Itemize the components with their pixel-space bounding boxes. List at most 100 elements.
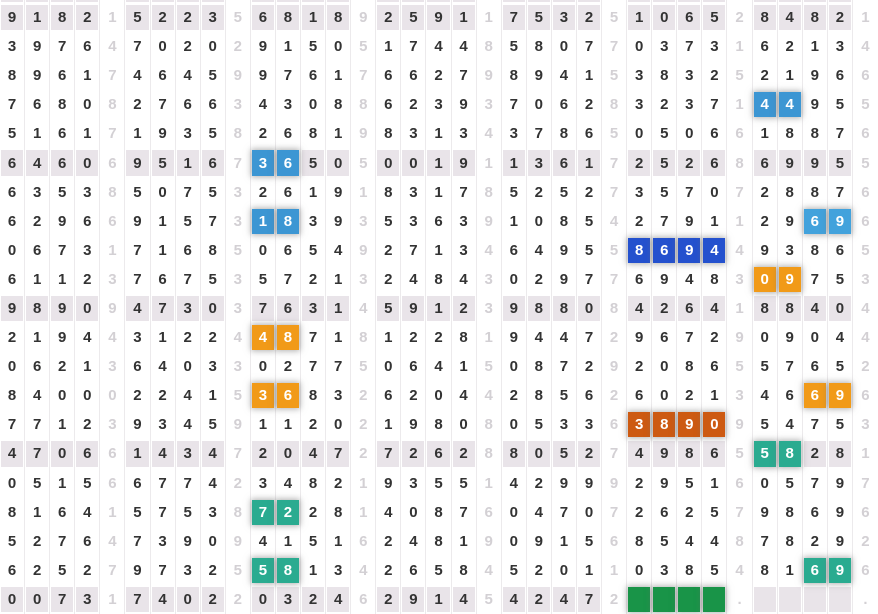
grid-cell: 7 <box>685 38 694 56</box>
grid-slot: 1 <box>75 61 101 91</box>
grid-cell: 9 <box>534 532 543 550</box>
grid-slot: 4 <box>125 293 151 324</box>
grid-slot: 8 <box>452 555 477 585</box>
grid-cell: 0 <box>660 387 669 405</box>
grid-cell: 4 <box>459 270 468 288</box>
grid-cell-highlight <box>628 586 651 612</box>
grid-cell-separator: 3 <box>108 358 117 376</box>
grid-slot: 0 <box>577 293 603 324</box>
grid-slot: 7 <box>50 584 76 614</box>
grid-slot: 7 <box>151 293 176 324</box>
grid-slot: 4 <box>426 352 452 382</box>
grid-slot: 3 <box>100 264 126 294</box>
grid-slot: 6 <box>201 148 226 178</box>
grid-slot: 3 <box>251 381 276 411</box>
grid-cell: 0 <box>509 532 518 550</box>
grid-slot: 5 <box>376 206 402 236</box>
grid-cell: 6 <box>678 5 701 31</box>
grid-slot: 8 <box>477 410 502 440</box>
grid-cell: 7 <box>7 96 17 114</box>
grid-cell: 9 <box>760 241 769 259</box>
grid-slot: 8 <box>226 497 251 527</box>
grid-cell-separator: 5 <box>233 561 242 579</box>
grid-slot: 5 <box>652 148 678 178</box>
grid-cell: 2 <box>83 416 92 434</box>
grid-cell: 3 <box>158 532 167 550</box>
grid-cell-highlight: 8 <box>276 557 300 583</box>
grid-cell: 0 <box>660 358 669 376</box>
grid-slot: 8 <box>677 352 703 382</box>
grid-slot: 4 <box>452 264 477 294</box>
grid-slot: 5 <box>652 177 678 207</box>
grid-slot: 3 <box>226 206 251 236</box>
grid-slot: 5 <box>125 3 151 33</box>
grid-slot: 2 <box>577 90 603 120</box>
grid-slot: 2 <box>376 555 402 585</box>
grid-slot: 5 <box>401 3 427 33</box>
grid-cell: 5 <box>133 183 142 201</box>
grid-slot: 6 <box>803 352 828 382</box>
grid-slot: 2 <box>376 526 402 556</box>
grid-slot: 7 <box>125 235 151 265</box>
grid-cell: 5 <box>7 125 17 143</box>
grid-cell: 3 <box>635 96 644 114</box>
grid-cell: 8 <box>509 67 518 85</box>
grid-cell: 0 <box>409 503 418 521</box>
grid-slot: 6 <box>125 468 151 498</box>
grid-slot: 5 <box>577 206 603 236</box>
grid-slot: 7 <box>602 497 628 527</box>
previous-row-cell-edge <box>402 0 425 2</box>
grid-slot: 9 <box>627 323 653 353</box>
grid-cell: 0 <box>76 150 99 176</box>
grid-cell: 8 <box>753 5 776 31</box>
grid-slot: 9 <box>226 526 251 556</box>
grid-cell: 1 <box>333 270 343 288</box>
grid-cell: 0 <box>434 387 443 405</box>
grid-cell: 8 <box>760 561 769 579</box>
grid-slot: 5 <box>753 410 778 440</box>
grid-slot: 9 <box>753 235 778 265</box>
grid-cell: 4 <box>534 503 543 521</box>
grid-slot: 8 <box>778 439 803 469</box>
grid-cell <box>753 586 776 612</box>
grid-slot: 1 <box>326 119 352 149</box>
grid-slot: 0 <box>50 439 76 469</box>
grid-cell: 5 <box>308 38 318 56</box>
grid-cell-separator: 2 <box>861 358 870 376</box>
grid-slot: 7 <box>502 3 527 33</box>
grid-cell: 0 <box>559 561 569 579</box>
grid-slot: 6 <box>151 61 176 91</box>
grid-slot: 6 <box>727 119 753 149</box>
grid-slot: 7 <box>125 526 151 556</box>
grid-cell: 8 <box>502 441 525 467</box>
grid-cell: 9 <box>509 329 518 347</box>
grid-cell: 2 <box>402 441 425 467</box>
grid-cell: 8 <box>559 212 569 230</box>
grid-slot: 8 <box>652 410 678 440</box>
grid-cell: 3 <box>409 212 418 230</box>
grid-slot: 8 <box>527 352 552 382</box>
grid-cell: 1 <box>452 5 475 31</box>
grid-slot <box>251 0 276 3</box>
grid-cell: 3 <box>183 125 192 143</box>
grid-slot: 2 <box>577 3 603 33</box>
grid-slot: 1 <box>125 119 151 149</box>
grid-slot: 4 <box>727 555 753 585</box>
grid-cell-separator: 1 <box>609 561 619 579</box>
grid-slot: 0 <box>201 32 226 62</box>
grid-cell: 5 <box>58 561 67 579</box>
grid-cell: 4 <box>459 387 468 405</box>
grid-slot: 9 <box>426 3 452 33</box>
grid-cell-highlight: 9 <box>678 412 701 438</box>
grid-slot: 7 <box>201 206 226 236</box>
grid-cell: 6 <box>810 503 819 521</box>
grid-cell-separator: 6 <box>861 125 870 143</box>
grid-slot: 8 <box>0 381 26 411</box>
grid-slot: 3 <box>351 264 377 294</box>
grid-slot: 8 <box>602 293 628 324</box>
grid-cell: 5 <box>208 416 217 434</box>
grid-slot: 4 <box>176 410 201 440</box>
grid-slot: 1 <box>376 410 402 440</box>
grid-cell: 0 <box>58 387 67 405</box>
